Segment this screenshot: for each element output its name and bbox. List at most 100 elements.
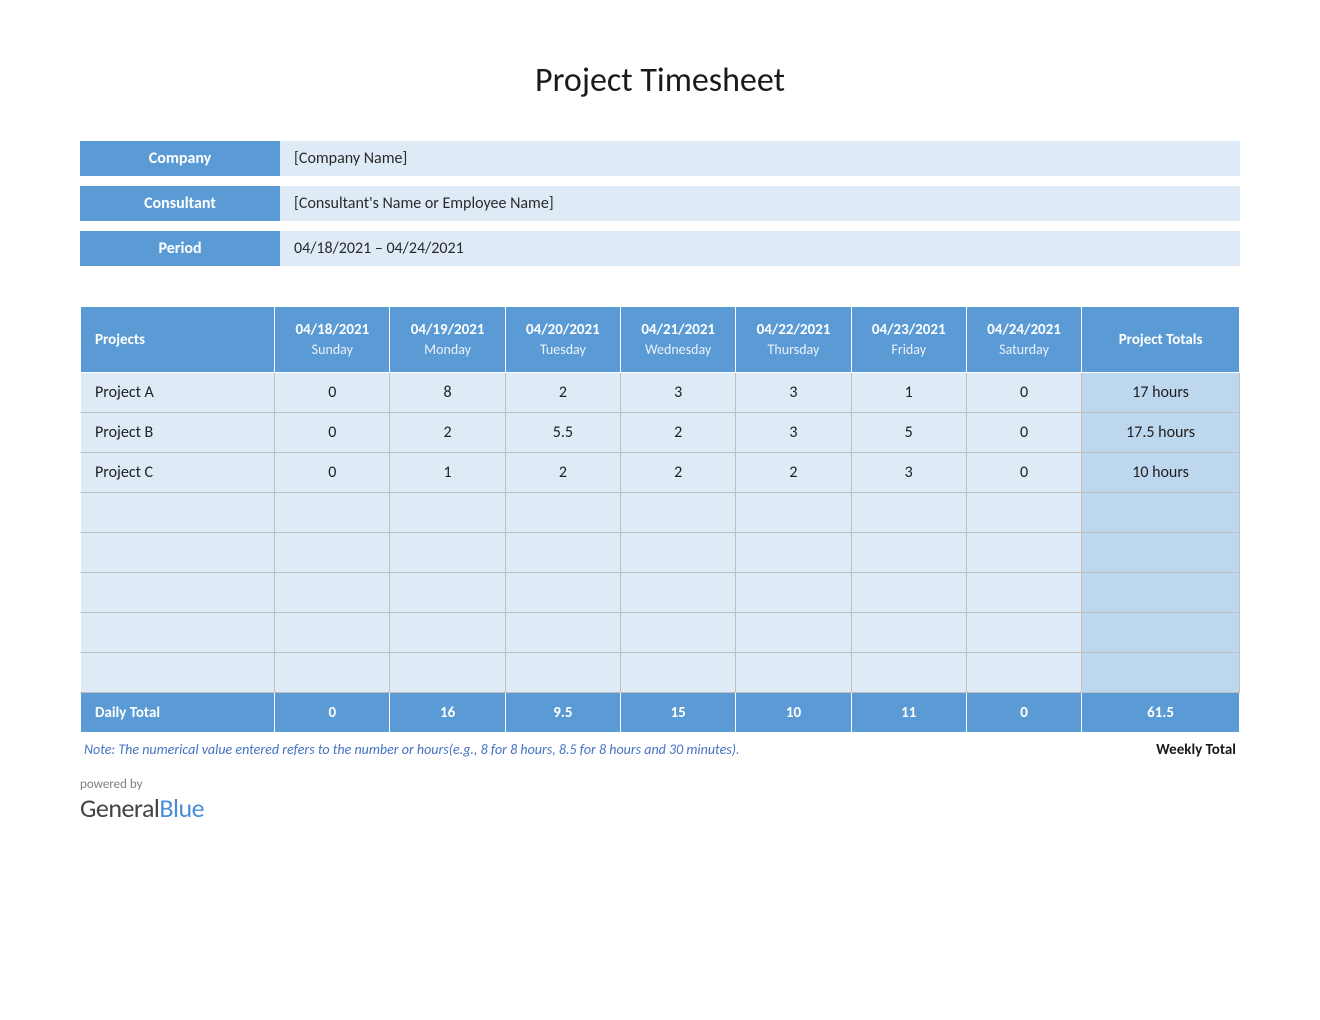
project-total-cell xyxy=(1082,533,1240,573)
hours-cell: 1 xyxy=(851,373,966,413)
hours-cell: 0 xyxy=(275,373,390,413)
info-row-consultant: Consultant [Consultant's Name or Employe… xyxy=(80,186,1240,221)
hours-cell xyxy=(736,653,851,693)
hours-cell xyxy=(505,493,620,533)
hours-cell: 2 xyxy=(390,413,505,453)
daily-total-cell: 0 xyxy=(966,693,1081,733)
project-total-cell xyxy=(1082,493,1240,533)
project-name-cell: Project A xyxy=(81,373,275,413)
table-header: Projects04/18/2021Sunday04/19/2021Monday… xyxy=(81,307,1240,373)
hours-cell: 8 xyxy=(390,373,505,413)
hours-cell xyxy=(736,573,851,613)
hours-cell xyxy=(966,613,1081,653)
hours-cell xyxy=(505,613,620,653)
consultant-label: Consultant xyxy=(80,186,280,221)
footer-row: Note: The numerical value entered refers… xyxy=(80,741,1240,759)
hours-cell xyxy=(736,493,851,533)
hours-cell xyxy=(390,573,505,613)
hours-cell: 2 xyxy=(505,453,620,493)
hours-cell xyxy=(966,533,1081,573)
daily-total-cell: 15 xyxy=(621,693,736,733)
hours-cell: 2 xyxy=(621,453,736,493)
hours-cell xyxy=(390,493,505,533)
hours-cell: 3 xyxy=(621,373,736,413)
daily-total-cell: 16 xyxy=(390,693,505,733)
hours-cell xyxy=(851,653,966,693)
daily-total-cell: 0 xyxy=(275,693,390,733)
table-row xyxy=(81,573,1240,613)
hours-cell: 0 xyxy=(966,373,1081,413)
hours-cell: 5.5 xyxy=(505,413,620,453)
project-name-cell: Project C xyxy=(81,453,275,493)
col-header-day: 04/20/2021Tuesday xyxy=(505,307,620,373)
hours-cell xyxy=(275,493,390,533)
hours-cell: 0 xyxy=(275,453,390,493)
daily-total-cell: 9.5 xyxy=(505,693,620,733)
table-row: Project B025.5235017.5 hours xyxy=(81,413,1240,453)
hours-cell xyxy=(275,573,390,613)
note-text: Note: The numerical value entered refers… xyxy=(84,741,740,758)
project-total-cell xyxy=(1082,613,1240,653)
brand-part-1: General xyxy=(80,792,159,824)
company-value: [Company Name] xyxy=(280,141,1240,176)
table-row xyxy=(81,613,1240,653)
col-header-day: 04/18/2021Sunday xyxy=(275,307,390,373)
hours-cell xyxy=(851,533,966,573)
table-row xyxy=(81,653,1240,693)
hours-cell xyxy=(851,613,966,653)
table-row: Project A082331017 hours xyxy=(81,373,1240,413)
brand-logo: GeneralBlue xyxy=(80,792,1240,824)
hours-cell: 2 xyxy=(505,373,620,413)
project-total-cell xyxy=(1082,573,1240,613)
hours-cell xyxy=(505,573,620,613)
col-header-projects: Projects xyxy=(81,307,275,373)
hours-cell xyxy=(736,533,851,573)
hours-cell xyxy=(966,573,1081,613)
hours-cell: 2 xyxy=(736,453,851,493)
daily-total-cell: 11 xyxy=(851,693,966,733)
page-title: Project Timesheet xyxy=(80,60,1240,101)
project-name-cell xyxy=(81,653,275,693)
hours-cell xyxy=(621,573,736,613)
hours-cell xyxy=(851,493,966,533)
project-name-cell xyxy=(81,573,275,613)
hours-cell xyxy=(621,653,736,693)
hours-cell xyxy=(390,653,505,693)
daily-total-cell: 10 xyxy=(736,693,851,733)
consultant-value: [Consultant's Name or Employee Name] xyxy=(280,186,1240,221)
hours-cell: 3 xyxy=(736,373,851,413)
hours-cell xyxy=(505,533,620,573)
hours-cell xyxy=(966,493,1081,533)
col-header-day: 04/19/2021Monday xyxy=(390,307,505,373)
project-name-cell xyxy=(81,493,275,533)
table-row: Project C012223010 hours xyxy=(81,453,1240,493)
project-total-cell: 17 hours xyxy=(1082,373,1240,413)
hours-cell xyxy=(390,533,505,573)
project-total-cell: 17.5 hours xyxy=(1082,413,1240,453)
hours-cell: 0 xyxy=(275,413,390,453)
timesheet-table: Projects04/18/2021Sunday04/19/2021Monday… xyxy=(80,306,1240,733)
col-header-day: 04/21/2021Wednesday xyxy=(621,307,736,373)
brand-part-2: Blue xyxy=(159,792,204,824)
table-row xyxy=(81,533,1240,573)
hours-cell: 3 xyxy=(736,413,851,453)
hours-cell xyxy=(621,533,736,573)
weekly-total-label: Weekly Total xyxy=(1156,741,1236,759)
col-header-day: 04/24/2021Saturday xyxy=(966,307,1081,373)
company-label: Company xyxy=(80,141,280,176)
hours-cell xyxy=(275,653,390,693)
hours-cell xyxy=(275,613,390,653)
table-body: Project A082331017 hoursProject B025.523… xyxy=(81,373,1240,693)
hours-cell: 2 xyxy=(621,413,736,453)
project-total-cell: 10 hours xyxy=(1082,453,1240,493)
hours-cell xyxy=(851,573,966,613)
weekly-total-cell: 61.5 xyxy=(1082,693,1240,733)
project-name-cell: Project B xyxy=(81,413,275,453)
project-name-cell xyxy=(81,613,275,653)
hours-cell xyxy=(621,493,736,533)
hours-cell: 0 xyxy=(966,453,1081,493)
project-name-cell xyxy=(81,533,275,573)
col-header-totals: Project Totals xyxy=(1082,307,1240,373)
hours-cell xyxy=(275,533,390,573)
daily-total-label: Daily Total xyxy=(81,693,275,733)
